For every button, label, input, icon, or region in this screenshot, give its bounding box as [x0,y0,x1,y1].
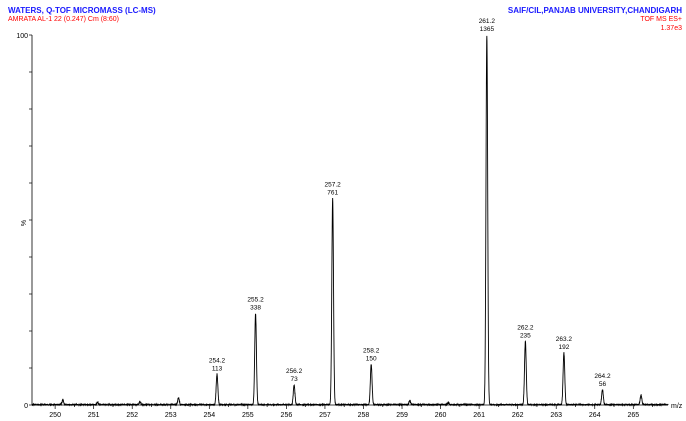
peak-intensity-label: 1365 [480,26,495,33]
x-tick-label: 258 [358,412,370,419]
peak-mz-label: 264.2 [594,373,611,380]
acquisition-mode: TOF MS ES+ [640,16,682,23]
x-tick-label: 262 [512,412,524,419]
peak-mz-label: 262.2 [517,324,534,331]
x-tick-label: 263 [550,412,562,419]
y-axis-label: % [21,220,28,226]
peak-intensity-label: 192 [558,344,569,351]
x-tick-label: 257 [319,412,331,419]
lab-title: SAIF/CIL,PANJAB UNIVERSITY,CHANDIGARH [507,6,682,15]
peak-mz-label: 255.2 [247,296,264,303]
y-tick-label-max: 100 [16,33,28,40]
peak-mz-label: 257.2 [325,182,342,189]
x-tick-label: 259 [396,412,408,419]
x-tick-label: 251 [88,412,100,419]
x-tick-label: 264 [589,412,601,419]
x-tick-label: 261 [473,412,485,419]
peak-intensity-label: 56 [599,381,607,388]
x-tick-label: 256 [281,412,293,419]
x-tick-label: 255 [242,412,254,419]
peak-intensity-label: 338 [250,304,261,311]
peak-intensity-label: 235 [520,332,531,339]
y-tick-label-zero: 0 [24,403,28,410]
instrument-title: WATERS, Q-TOF MICROMASS (LC-MS) [8,6,156,15]
peak-intensity-label: 761 [327,190,338,197]
spectrum-trace [31,35,669,407]
peak-intensity-label: 73 [290,376,298,383]
x-tick-label: 252 [126,412,138,419]
sample-description: AMRATA AL-1 22 (0.247) Cm (8:60) [8,16,120,23]
peak-mz-label: 258.2 [363,347,380,354]
intensity-scale: 1.37e3 [660,25,682,32]
peak-mz-label: 254.2 [209,357,226,364]
peak-intensity-label: 150 [366,355,377,362]
x-tick-label: 253 [165,412,177,419]
x-tick-label: 260 [435,412,447,419]
x-tick-label: 265 [627,412,639,419]
peak-mz-label: 261.2 [479,18,496,25]
peak-mz-label: 256.2 [286,368,303,375]
x-tick-label: 250 [49,412,61,419]
peak-mz-label: 263.2 [556,336,573,343]
x-tick-label: 254 [203,412,215,419]
x-axis-label: m/z [671,403,683,410]
peak-intensity-label: 113 [212,365,223,372]
